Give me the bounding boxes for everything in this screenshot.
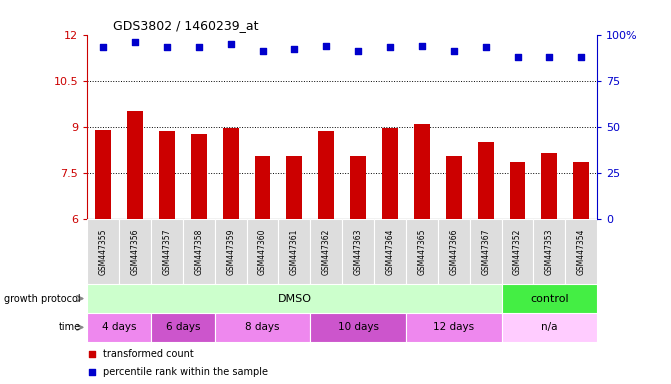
Bar (215, 219, 247, 284)
Bar (446, 156, 462, 219)
Bar (318, 131, 334, 219)
Bar (87, 313, 151, 342)
Bar (437, 219, 470, 284)
Bar (374, 219, 406, 284)
Text: GSM447363: GSM447363 (354, 228, 362, 275)
Text: 4 days: 4 days (102, 322, 136, 333)
Text: 6 days: 6 days (166, 322, 200, 333)
Bar (215, 313, 311, 342)
Text: GSM447354: GSM447354 (577, 228, 586, 275)
Text: GSM447361: GSM447361 (290, 228, 299, 275)
Point (98, 45, 109, 51)
Point (576, 54, 586, 60)
Bar (342, 219, 374, 284)
Bar (573, 162, 589, 219)
Bar (350, 156, 366, 219)
Text: growth protocol: growth protocol (4, 293, 81, 304)
Point (384, 45, 395, 51)
Bar (191, 134, 207, 219)
Text: GDS3802 / 1460239_at: GDS3802 / 1460239_at (113, 19, 258, 32)
Point (480, 45, 491, 51)
Bar (119, 219, 151, 284)
Text: GSM447367: GSM447367 (481, 228, 490, 275)
Bar (382, 128, 398, 219)
Point (417, 43, 427, 49)
Point (321, 43, 331, 49)
Text: DMSO: DMSO (277, 293, 311, 304)
Bar (159, 131, 175, 219)
Bar (414, 124, 430, 219)
Bar (311, 313, 406, 342)
Bar (87, 284, 502, 313)
Text: GSM447355: GSM447355 (99, 228, 107, 275)
Bar (501, 313, 597, 342)
Text: GSM447357: GSM447357 (162, 228, 171, 275)
Text: GSM447358: GSM447358 (195, 228, 203, 275)
Bar (533, 219, 566, 284)
Bar (478, 142, 494, 219)
Text: n/a: n/a (541, 322, 558, 333)
Text: GSM447359: GSM447359 (226, 228, 235, 275)
Bar (541, 153, 558, 219)
Bar (278, 219, 311, 284)
Bar (287, 156, 303, 219)
Text: 10 days: 10 days (338, 322, 378, 333)
Point (225, 41, 236, 47)
Point (448, 48, 459, 54)
Bar (95, 130, 111, 219)
Bar (223, 128, 239, 219)
Text: 8 days: 8 days (246, 322, 280, 333)
Text: GSM447364: GSM447364 (386, 228, 395, 275)
Text: GSM447360: GSM447360 (258, 228, 267, 275)
Point (257, 48, 268, 54)
Bar (470, 219, 502, 284)
Point (87, 351, 98, 357)
Bar (151, 313, 215, 342)
Text: GSM447352: GSM447352 (513, 228, 522, 275)
Text: GSM447356: GSM447356 (131, 228, 140, 275)
Bar (501, 219, 533, 284)
Point (87, 369, 98, 375)
Point (544, 54, 555, 60)
Text: GSM447362: GSM447362 (322, 228, 331, 275)
Bar (247, 219, 278, 284)
Bar (151, 219, 183, 284)
Point (162, 45, 172, 51)
Bar (87, 219, 119, 284)
Point (353, 48, 364, 54)
Text: transformed count: transformed count (103, 349, 193, 359)
Text: percentile rank within the sample: percentile rank within the sample (103, 366, 268, 377)
Text: time: time (58, 322, 81, 333)
Bar (565, 219, 597, 284)
Point (193, 45, 204, 51)
Text: GSM447366: GSM447366 (450, 228, 458, 275)
Text: GSM447365: GSM447365 (417, 228, 426, 275)
Bar (183, 219, 215, 284)
Point (289, 46, 300, 52)
Point (130, 39, 140, 45)
Text: GSM447353: GSM447353 (545, 228, 554, 275)
Bar (501, 284, 597, 313)
Bar (127, 111, 143, 219)
Bar (406, 219, 438, 284)
Point (512, 54, 523, 60)
Bar (406, 313, 502, 342)
Bar (509, 162, 525, 219)
Text: control: control (530, 293, 569, 304)
Bar (311, 219, 342, 284)
Text: 12 days: 12 days (433, 322, 474, 333)
Bar (254, 156, 270, 219)
